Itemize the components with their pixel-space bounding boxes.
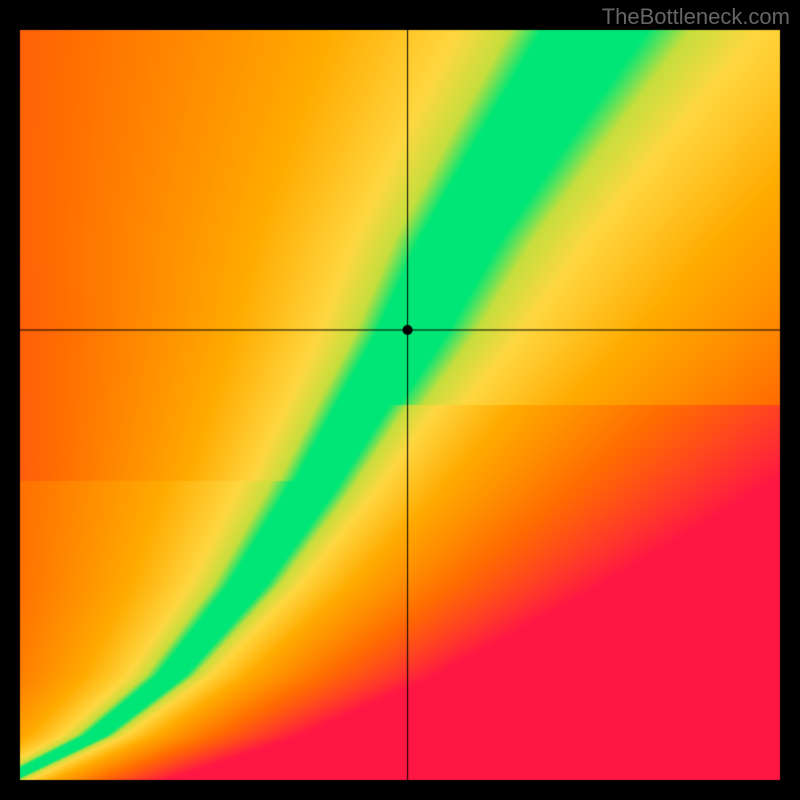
chart-container: TheBottleneck.com bbox=[0, 0, 800, 800]
watermark-text: TheBottleneck.com bbox=[602, 4, 790, 30]
bottleneck-heatmap bbox=[0, 0, 800, 800]
